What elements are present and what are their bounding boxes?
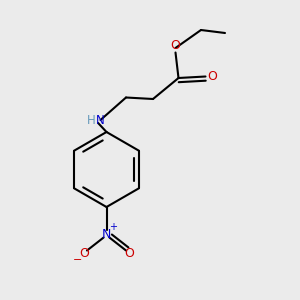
Text: H: H: [87, 113, 96, 127]
Text: N: N: [96, 113, 105, 127]
Text: −: −: [73, 255, 82, 265]
Text: +: +: [109, 222, 117, 233]
Text: O: O: [207, 70, 217, 83]
Text: O: O: [171, 39, 180, 52]
Text: O: O: [79, 247, 89, 260]
Text: N: N: [102, 227, 111, 241]
Text: O: O: [124, 247, 134, 260]
